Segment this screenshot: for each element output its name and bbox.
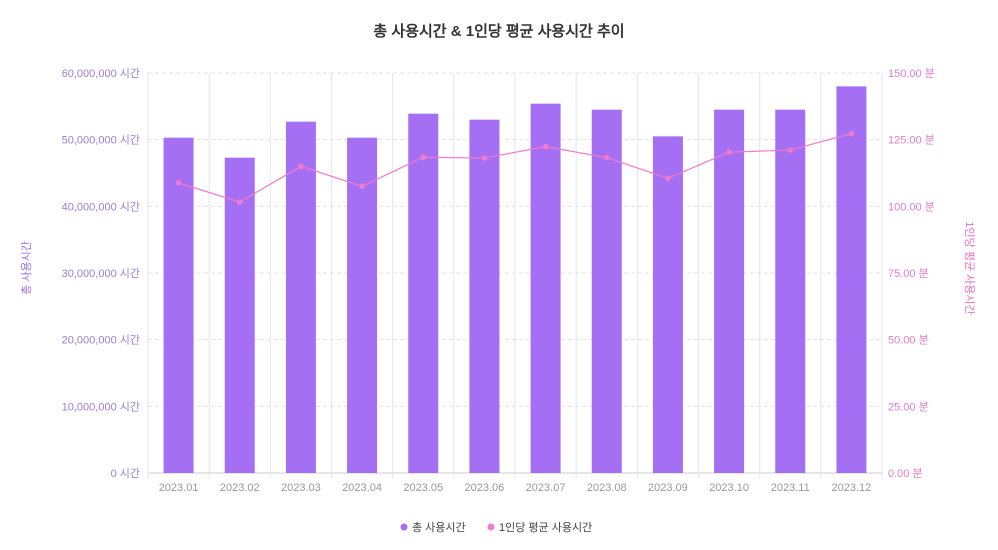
point-average-2023.07	[542, 143, 549, 150]
x-tick-label: 2023.03	[281, 482, 321, 494]
y-left-tick-label: 30,000,000 시간	[62, 267, 140, 280]
point-average-2023.05	[420, 154, 427, 161]
bar-total-2023.11	[775, 109, 806, 474]
y-left-tick-label: 50,000,000 시간	[62, 134, 140, 147]
y-right-tick-label: 0.00 분	[888, 468, 923, 480]
legend-label-total[interactable]: 총 사용시간	[412, 521, 466, 534]
y-axis-left-ticks: 0 시간 10,000,000 시간 20,000,000 시간 30,000,000…	[62, 67, 140, 480]
grid-lines	[147, 72, 883, 479]
bar-total-2023.01	[163, 137, 194, 473]
x-tick-label: 2023.09	[648, 482, 688, 494]
y-right-tick-label: 125.00 분	[888, 135, 935, 147]
x-tick-label: 2023.04	[342, 482, 382, 494]
bar-total-2023.12	[836, 86, 867, 473]
y-left-tick-label: 60,000,000 시간	[62, 67, 140, 80]
legend-marker-total	[400, 523, 408, 531]
x-tick-label: 2023.08	[587, 482, 627, 494]
y-left-tick-label: 40,000,000 시간	[62, 200, 140, 213]
point-average-2023.06	[481, 155, 488, 161]
y-right-tick-label: 100.00 분	[888, 201, 935, 213]
y-axis-right-title: 1인당 평균 사용시간	[963, 221, 976, 314]
chart-title: 총 사용시간 & 1인당 평균 사용시간 추이	[373, 22, 624, 40]
x-tick-label: 2023.05	[403, 482, 443, 494]
x-axis-ticks: 2023.01 2023.02 2023.03 2023.04 2023.05 2023.…	[159, 482, 872, 494]
y-right-tick-label: 50.00 분	[888, 335, 929, 347]
y-axis-right-ticks: 0.00 분 25.00 분 50.00 분 75.00 분 100.00 분 125.0…	[888, 68, 935, 480]
y-left-tick-label: 10,000,000 시간	[62, 400, 140, 413]
bar-total-2023.08	[591, 109, 622, 474]
x-tick-label: 2023.06	[465, 482, 505, 494]
y-right-tick-label: 25.00 분	[888, 401, 929, 413]
point-average-2023.10	[726, 149, 732, 155]
x-tick-label: 2023.11	[771, 482, 810, 494]
x-tick-label: 2023.12	[832, 482, 872, 494]
y-left-tick-label: 0 시간	[111, 467, 140, 480]
bar-total-2023.06	[469, 119, 500, 474]
point-average-2023.03	[298, 163, 304, 170]
x-tick-label: 2023.10	[709, 482, 749, 494]
legend-marker-average	[487, 523, 495, 531]
y-left-tick-label: 20,000,000 시간	[62, 334, 140, 347]
y-right-tick-label: 75.00 분	[888, 268, 929, 280]
bar-total-2023.09	[652, 136, 683, 474]
y-axis-left-title: 총 사용시간	[20, 241, 33, 295]
point-average-2023.11	[787, 147, 794, 153]
bar-total-2023.03	[285, 121, 316, 474]
bar-total-2023.10	[714, 109, 745, 474]
point-average-2023.09	[665, 175, 671, 182]
point-average-2023.12	[848, 130, 855, 137]
x-tick-label: 2023.07	[526, 482, 566, 494]
bar-total-2023.05	[408, 113, 439, 474]
x-tick-label: 2023.02	[220, 482, 260, 494]
bar-total-2023.02	[224, 157, 255, 473]
bar-total-2023.04	[347, 137, 378, 473]
legend: 총 사용시간 1인당 평균 사용시간	[400, 521, 592, 534]
line-average	[178, 132, 852, 203]
legend-label-average[interactable]: 1인당 평균 사용시간	[499, 521, 592, 534]
point-average-2023.08	[603, 154, 610, 161]
x-tick-label: 2023.01	[159, 482, 199, 494]
y-right-tick-label: 150.00 분	[888, 68, 935, 80]
point-average-2023.01	[175, 180, 182, 186]
bar-total-2023.07	[530, 103, 561, 474]
point-average-2023.04	[359, 183, 365, 190]
line-series	[175, 130, 855, 205]
point-average-2023.02	[236, 199, 243, 205]
bar-series	[163, 86, 867, 474]
